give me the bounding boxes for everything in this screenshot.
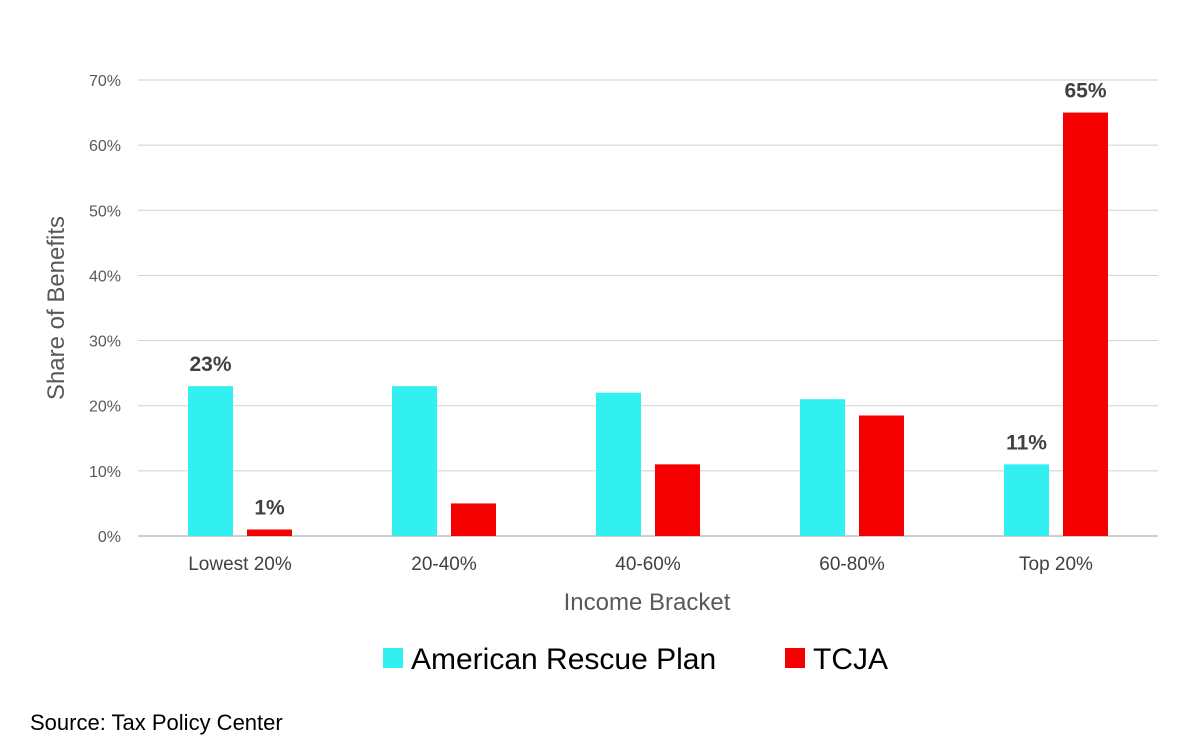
y-tick-label: 40%	[89, 268, 121, 285]
x-tick-label: 20-40%	[411, 554, 477, 575]
bar-tcja	[247, 529, 292, 536]
y-tick-label: 70%	[89, 73, 121, 90]
legend-swatch-tcja	[785, 648, 805, 668]
bar-american-rescue-plan	[1004, 464, 1049, 536]
bar-tcja	[1063, 112, 1108, 537]
legend: American Rescue Plan TCJA	[383, 643, 888, 676]
bar-american-rescue-plan	[188, 386, 233, 536]
y-tick-label: 10%	[89, 464, 121, 481]
y-tick-label: 30%	[89, 334, 121, 351]
y-tick-label: 50%	[89, 203, 121, 220]
source-note: Source: Tax Policy Center	[30, 710, 283, 735]
data-label: 23%	[189, 353, 231, 376]
legend-label: American Rescue Plan	[411, 643, 716, 676]
x-axis-ticks: Lowest 20% 20-40% 40-60% 60-80% Top 20%	[188, 554, 1093, 575]
bar-tcja	[451, 503, 496, 536]
data-labels: 23% 1% 11% 65%	[189, 80, 1106, 520]
y-axis-title: Share of Benefits	[43, 216, 70, 400]
bar-tcja	[655, 464, 700, 536]
y-tick-label: 20%	[89, 399, 121, 416]
x-tick-label: Top 20%	[1019, 554, 1093, 575]
x-axis-title: Income Bracket	[564, 589, 731, 616]
bar-american-rescue-plan	[392, 386, 437, 536]
x-tick-label: 40-60%	[615, 554, 681, 575]
data-label: 65%	[1064, 80, 1106, 103]
y-tick-label: 60%	[89, 138, 121, 155]
y-tick-label: 0%	[98, 529, 121, 546]
x-tick-label: 60-80%	[819, 554, 885, 575]
bar-tcja	[859, 415, 904, 536]
gridlines	[138, 79, 1158, 537]
x-tick-label: Lowest 20%	[188, 554, 292, 575]
legend-label: TCJA	[813, 643, 888, 676]
y-axis-ticks: 0% 10% 20% 30% 40% 50% 60% 70%	[89, 73, 121, 546]
data-label: 1%	[254, 496, 285, 519]
data-label: 11%	[1006, 431, 1047, 454]
bar-american-rescue-plan	[800, 399, 845, 536]
legend-swatch-american-rescue-plan	[383, 648, 403, 668]
bars	[188, 112, 1108, 537]
bar-american-rescue-plan	[596, 392, 641, 536]
